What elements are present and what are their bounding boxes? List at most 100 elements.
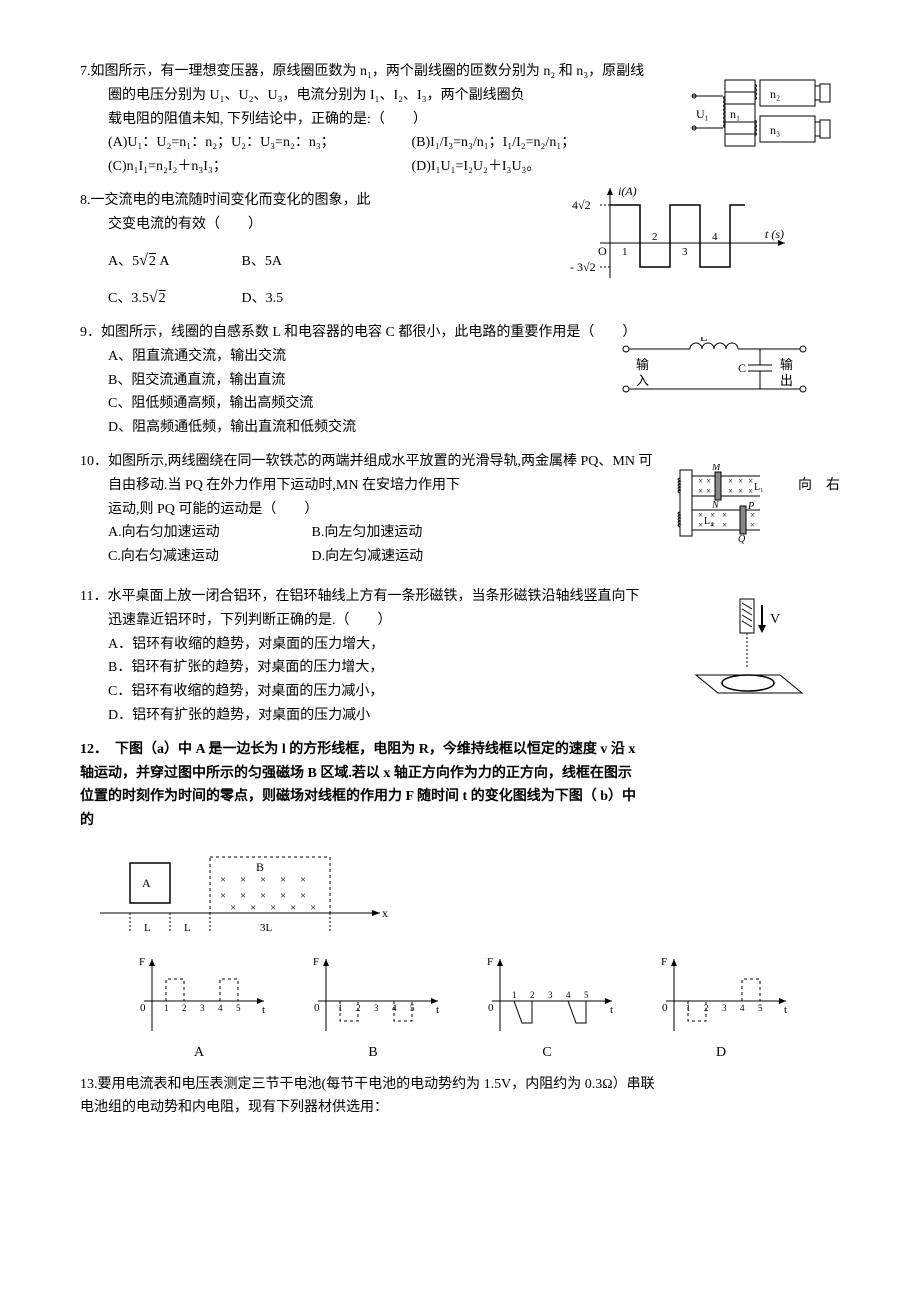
question-7: U₁ n₁ n₂ n₃ 7.如图所示，有一理想变压器，原线圈匝数为 n₁，两个副…: [80, 60, 840, 179]
svg-text:×: ×: [280, 890, 286, 902]
svg-text:5: 5: [236, 1003, 241, 1013]
q7-opt-d: (D)I₁U₁=I₂U₂＋I₃U₃。: [412, 159, 541, 174]
q10-line2: 自由移动.当 PQ 在外力作用下运动时,MN 在安培力作用下: [108, 478, 460, 493]
svg-text:×: ×: [750, 510, 755, 520]
q12-line3: 位置的时刻作为时间的零点，则磁场对线框的作用力 F 随时间 t 的变化图线为下图…: [80, 785, 840, 809]
svg-text:0: 0: [314, 1002, 320, 1014]
q7-n3: n₃: [770, 123, 780, 137]
q12-line1: 12． 下图（a）中 A 是一边长为 l 的方形线框，电阻为 R，今维持线框以恒…: [80, 738, 840, 762]
q12-line4: 的: [80, 809, 840, 833]
q12-opt-b: F t 0 12345 B: [298, 951, 448, 1065]
q12a-L2: L: [184, 922, 191, 934]
svg-text:0: 0: [140, 1002, 146, 1014]
q9-opt-d: D、阻高频通低频，输出直流和低频交流: [80, 416, 840, 440]
q9-C: C: [738, 361, 746, 375]
svg-text:×: ×: [750, 520, 755, 530]
svg-text:F: F: [313, 956, 319, 968]
q9-in1: 输: [636, 357, 649, 372]
svg-text:×: ×: [706, 486, 711, 496]
svg-text:×: ×: [310, 902, 316, 914]
svg-text:×: ×: [738, 486, 743, 496]
q10-opt-d: D.向左匀减速运动: [312, 549, 424, 564]
q10-opt-a: A.向右匀加速运动: [108, 521, 308, 545]
svg-text:3: 3: [548, 990, 553, 1000]
q13-line2: 电池组的电动势和内电阻，现有下列器材供选用：: [80, 1096, 840, 1120]
q8-x2: 2: [652, 231, 658, 243]
svg-text:F: F: [139, 956, 145, 968]
q8-ylabel: i(A): [618, 184, 637, 198]
svg-text:t: t: [262, 1004, 265, 1016]
svg-text:×: ×: [300, 890, 306, 902]
q12-line2: 轴运动，并穿过图中所示的匀强磁场 B 区域.若以 x 轴正方向作为力的正方向，线…: [80, 762, 840, 786]
svg-text:×: ×: [260, 890, 266, 902]
svg-text:×: ×: [280, 874, 286, 886]
q7-n1: n₁: [730, 107, 740, 121]
svg-text:×: ×: [300, 874, 306, 886]
q11-opt-d: D．铝环有扩张的趋势，对桌面的压力减小: [80, 704, 840, 728]
q9-out1: 输: [780, 357, 793, 372]
q9-L: L: [700, 337, 707, 344]
q12a-A: A: [142, 876, 151, 890]
q10-opt-b: B.向左匀加速运动: [312, 525, 423, 540]
svg-text:×: ×: [748, 486, 753, 496]
svg-text:×: ×: [710, 520, 715, 530]
q10-fig: M N P Q L₁ L₂ ××××× ××××× ×××× ××××: [620, 464, 770, 544]
svg-text:×: ×: [722, 510, 727, 520]
q10-M: M: [711, 464, 721, 473]
svg-text:3: 3: [374, 1003, 379, 1013]
svg-text:F: F: [661, 956, 667, 968]
svg-text:×: ×: [250, 902, 256, 914]
q8-opt-a: A、5√2 A: [108, 247, 238, 274]
svg-text:4: 4: [740, 1003, 745, 1013]
svg-text:3: 3: [200, 1003, 205, 1013]
svg-text:4: 4: [566, 990, 571, 1000]
q10-Q: Q: [738, 534, 746, 544]
question-11: V 11．水平桌面上放一闭合铝环，在铝环轴线上方有一条形磁铁，当条形磁铁沿轴线竖…: [80, 585, 840, 728]
question-9: L C 输 入 输 出 9．如图所示，线圈的自感系数 L 和电容器的电容 C 都…: [80, 321, 840, 440]
q10-opt-c: C.向右匀减速运动: [108, 545, 308, 569]
svg-text:2: 2: [530, 990, 535, 1000]
svg-text:0: 0: [488, 1002, 494, 1014]
q8-opt-c: C、3.5√2: [108, 284, 238, 311]
question-12: 12． 下图（a）中 A 是一边长为 l 的方形线框，电阻为 R，今维持线框以恒…: [80, 738, 840, 833]
q7-U1: U₁: [696, 107, 709, 121]
svg-text:0: 0: [662, 1002, 668, 1014]
svg-text:5: 5: [584, 990, 589, 1000]
svg-text:1: 1: [164, 1003, 169, 1013]
q7-fig: U₁ n₁ n₂ n₃: [690, 74, 840, 154]
svg-text:2: 2: [182, 1003, 187, 1013]
q12a-B: B: [256, 860, 264, 874]
svg-text:×: ×: [738, 476, 743, 486]
q12-opt-a: F t 0 12345 A: [124, 951, 274, 1065]
q7-n2: n₂: [770, 87, 780, 101]
q8-opt-d: D、3.5: [242, 291, 284, 306]
svg-text:×: ×: [728, 476, 733, 486]
q12-opt-c: F t 0 12345 C: [472, 951, 622, 1065]
q8-x3: 3: [682, 246, 688, 258]
svg-text:×: ×: [706, 476, 711, 486]
q9-fig: L C 输 入 输 出: [620, 337, 810, 407]
q9-out2: 出: [780, 373, 793, 388]
q8-o: O: [598, 244, 607, 258]
q7-opt-b: (B)I₁/I₃=n₃/n₁；I₁/I₂=n₂/n₁；: [412, 135, 576, 150]
svg-text:3: 3: [722, 1003, 727, 1013]
q8-y2: - 3√2: [570, 260, 596, 274]
svg-text:×: ×: [220, 874, 226, 886]
q8-y1: 4√2: [572, 198, 591, 212]
q12a-L1: L: [144, 922, 151, 934]
svg-text:×: ×: [698, 476, 703, 486]
question-8: i(A) t (s) 4√2 - 3√2 O 1 2 3 4 8.一交流电的电流…: [80, 189, 840, 311]
q12a-3L: 3L: [260, 922, 273, 934]
svg-text:×: ×: [240, 890, 246, 902]
q8-x4: 4: [712, 231, 718, 243]
svg-text:t: t: [784, 1004, 787, 1016]
q7-opt-a: (A)U₁：U₂=n₁：n₂；U₂：U₃=n₂：n₃；: [108, 131, 408, 155]
svg-text:×: ×: [698, 520, 703, 530]
svg-text:×: ×: [728, 486, 733, 496]
q12-opt-d: F t 0 12345 D: [646, 951, 796, 1065]
svg-text:4: 4: [218, 1003, 223, 1013]
svg-text:×: ×: [710, 510, 715, 520]
q12a-x: x: [382, 906, 388, 920]
svg-text:F: F: [487, 956, 493, 968]
q8-opt-b: B、5A: [242, 254, 282, 269]
